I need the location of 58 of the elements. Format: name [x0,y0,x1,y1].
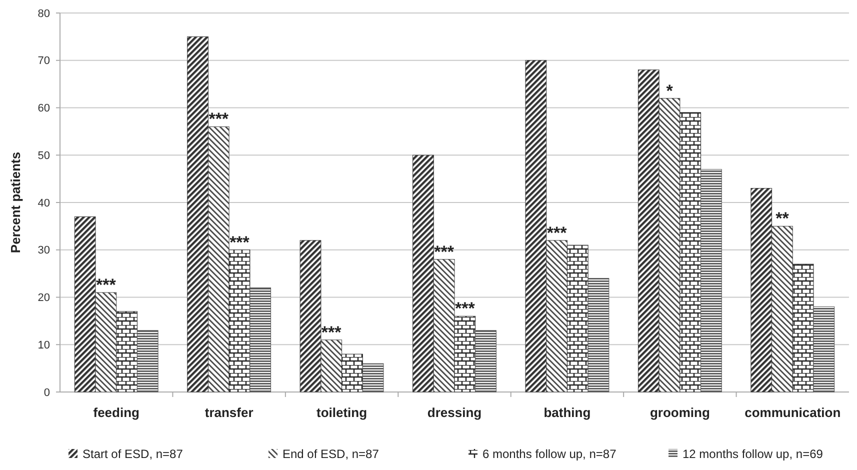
y-tick-label: 10 [38,339,50,352]
legend-label: 6 months follow up, n=87 [482,447,617,461]
y-axis-title: Percent patients [8,152,23,254]
y-tick-label: 30 [38,244,50,257]
y-tick-label: 0 [44,386,50,399]
bar [320,340,342,392]
y-tick-label: 40 [38,197,50,210]
legend-label: Start of ESD, n=87 [82,447,184,461]
annotation: *** [434,242,454,262]
bar [300,240,322,392]
bar [250,288,272,392]
bar [813,306,835,392]
bar [136,330,158,392]
legend-label: 12 months follow up, n=69 [682,447,824,461]
bar [638,70,660,392]
bar [74,216,96,392]
bar [700,169,722,392]
x-tick-label: communication [744,405,841,420]
bar [546,240,568,392]
bar [362,363,384,392]
y-tick-label: 50 [38,150,50,162]
bar [95,292,117,392]
y-tick-label: 70 [38,55,50,68]
bar [342,354,363,392]
x-tick-label: feeding [93,405,140,420]
bar [475,330,496,392]
bar [680,112,702,392]
x-tick-label: grooming [650,405,710,420]
annotation: *** [230,232,250,252]
bar [228,250,250,392]
y-tick-label: 80 [38,8,50,20]
annotation: *** [96,276,116,295]
x-tick-label: transfer [204,405,254,420]
x-tick-label: bathing [544,405,591,420]
bar [588,278,610,392]
y-tick-label: 20 [38,292,50,304]
bar [772,226,793,392]
x-tick-label: dressing [427,405,482,420]
y-tick-label: 60 [38,102,50,115]
bar [750,188,772,392]
bar [187,36,208,392]
annotation: *** [208,110,229,129]
annotation: *** [546,223,568,242]
x-tick-label: toileting [316,405,368,420]
bar [658,98,680,392]
annotation: *** [321,322,342,342]
bar [208,126,230,392]
annotation: *** [454,299,476,318]
bar [433,259,455,392]
bar [116,311,138,392]
bar [412,154,434,392]
bar [566,244,588,392]
annotation: * [666,81,674,100]
annotation: ** [776,209,790,228]
bar [525,60,547,392]
bar [454,316,476,392]
legend-label: End of ESD, n=87 [282,447,380,461]
bar [792,264,814,392]
